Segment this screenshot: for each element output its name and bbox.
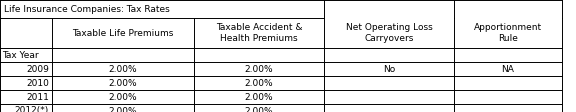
Text: 2009: 2009 [26, 65, 49, 73]
Text: Net Operating Loss
Carryovers: Net Operating Loss Carryovers [346, 23, 433, 43]
Text: 2.00%: 2.00% [245, 65, 274, 73]
Text: 2.00%: 2.00% [109, 79, 137, 87]
Text: 2.00%: 2.00% [109, 93, 137, 101]
Text: 2011: 2011 [26, 93, 49, 101]
Text: Life Insurance Companies: Tax Rates: Life Insurance Companies: Tax Rates [4, 4, 170, 14]
Text: 2012(*): 2012(*) [15, 107, 49, 112]
Text: 2.00%: 2.00% [109, 107, 137, 112]
Text: Tax Year: Tax Year [2, 51, 39, 59]
Text: 2.00%: 2.00% [245, 107, 274, 112]
Text: No: No [383, 65, 395, 73]
Text: 2.00%: 2.00% [245, 93, 274, 101]
Text: Apportionment
Rule: Apportionment Rule [474, 23, 542, 43]
Text: 2.00%: 2.00% [109, 65, 137, 73]
Text: NA: NA [502, 65, 514, 73]
Text: Taxable Accident &
Health Premiums: Taxable Accident & Health Premiums [216, 23, 302, 43]
Text: 2.00%: 2.00% [245, 79, 274, 87]
Text: Taxable Life Premiums: Taxable Life Premiums [73, 28, 174, 38]
Text: 2010: 2010 [26, 79, 49, 87]
